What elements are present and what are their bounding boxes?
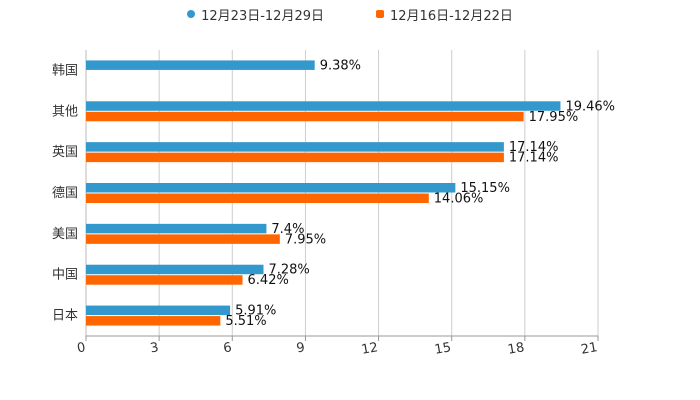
data-label-series-1-5: 7.28% bbox=[268, 263, 309, 278]
bar-series-1-5 bbox=[86, 264, 264, 275]
legend-marker-series-2 bbox=[376, 10, 384, 18]
y-tick-label-4: 美国 bbox=[52, 227, 78, 242]
y-tick-label-6: 日本 bbox=[52, 309, 78, 324]
data-label-series-2-2: 17.14% bbox=[509, 151, 559, 166]
x-tick-label-3: 3 bbox=[149, 340, 160, 356]
bar-series-1-0 bbox=[86, 60, 315, 70]
data-label-series-1-6: 5.91% bbox=[235, 304, 276, 319]
y-tick-label-0: 韩国 bbox=[52, 63, 78, 78]
data-label-series-1-0: 9.38% bbox=[320, 58, 361, 73]
y-tick-label-2: 英国 bbox=[52, 145, 78, 160]
data-label-series-2-5: 6.42% bbox=[248, 273, 289, 288]
data-label-series-1-3: 15.15% bbox=[460, 181, 510, 196]
x-tick-label-0: 0 bbox=[76, 340, 87, 356]
y-tick-label-1: 其他 bbox=[52, 104, 78, 119]
data-label-series-2-1: 17.95% bbox=[529, 110, 579, 125]
bar-series-2-3 bbox=[86, 193, 429, 203]
bar-series-2-1 bbox=[86, 111, 524, 122]
x-tick-label-9: 9 bbox=[295, 340, 306, 356]
legend-label-series-2: 12月16日-12月22日 bbox=[390, 8, 513, 24]
bar-series-2-5 bbox=[86, 275, 243, 285]
legend-item-series-1[interactable]: 12月23日-12月29日 bbox=[187, 5, 324, 24]
legend: 12月23日-12月29日 12月16日-12月22日 bbox=[0, 4, 700, 24]
legend-item-series-2[interactable]: 12月16日-12月22日 bbox=[376, 5, 513, 24]
y-tick-label-3: 德国 bbox=[52, 186, 78, 201]
legend-label-series-1: 12月23日-12月29日 bbox=[201, 8, 324, 24]
bar-series-1-4 bbox=[86, 223, 267, 234]
bar-series-2-2 bbox=[86, 152, 504, 163]
data-label-series-1-4: 7.4% bbox=[271, 222, 304, 237]
bar-series-1-2 bbox=[86, 142, 504, 152]
data-label-series-1-2: 17.14% bbox=[509, 140, 559, 155]
data-label-series-2-3: 14.06% bbox=[434, 192, 484, 207]
legend-marker-series-1 bbox=[187, 10, 196, 18]
x-tick-label-12: 12 bbox=[360, 340, 379, 358]
x-tick-label-15: 15 bbox=[434, 340, 453, 358]
data-label-series-2-6: 5.51% bbox=[225, 314, 266, 329]
y-tick-label-5: 中国 bbox=[52, 268, 78, 283]
x-tick-label-6: 6 bbox=[222, 340, 233, 356]
data-label-series-1-1: 19.46% bbox=[565, 99, 615, 114]
bar-series-1-1 bbox=[86, 101, 561, 111]
x-tick-label-21: 21 bbox=[580, 340, 599, 358]
bar-series-2-4 bbox=[86, 234, 280, 244]
bar-series-1-6 bbox=[86, 305, 231, 316]
data-label-series-2-4: 7.95% bbox=[285, 232, 326, 247]
x-tick-label-18: 18 bbox=[507, 340, 526, 358]
bar-series-2-6 bbox=[86, 316, 221, 326]
bar-series-1-3 bbox=[86, 183, 456, 193]
